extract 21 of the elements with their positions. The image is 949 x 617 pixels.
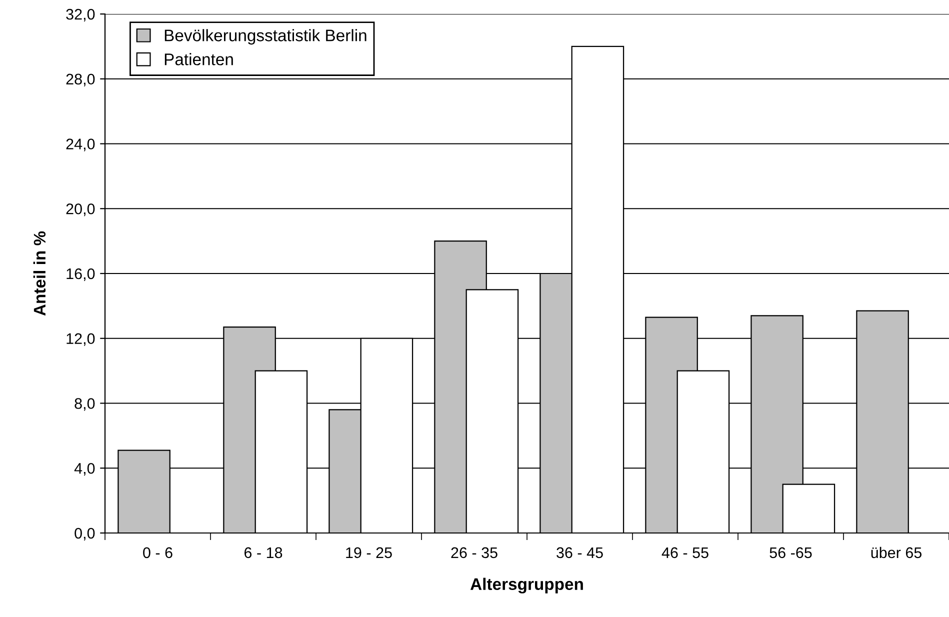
y-tick-label: 12,0 bbox=[66, 333, 95, 346]
y-tick-label: 8,0 bbox=[74, 398, 95, 411]
y-axis-title: Anteil in % bbox=[33, 231, 46, 316]
y-tick-label: 24,0 bbox=[66, 138, 95, 152]
x-tick-label: 36 - 45 bbox=[556, 547, 603, 558]
y-tick-label: 0,0 bbox=[74, 528, 95, 540]
x-axis-title: Altersgruppen bbox=[470, 578, 583, 594]
x-tick-label: 0 - 6 bbox=[143, 547, 172, 558]
x-tick-label: 26 - 35 bbox=[451, 547, 498, 558]
x-tick-label: 19 - 25 bbox=[346, 547, 392, 558]
x-tick-label: 56 -65 bbox=[770, 547, 812, 558]
y-tick-label: 16,0 bbox=[66, 268, 95, 281]
x-tick-label: über 65 bbox=[871, 546, 922, 558]
y-tick-label: 4,0 bbox=[74, 462, 95, 476]
x-tick-label: 6 - 18 bbox=[244, 547, 282, 558]
x-tick-label: 46 - 55 bbox=[662, 547, 708, 558]
legend-label: Bevölkerungsstatistik Berlin bbox=[164, 29, 366, 45]
y-tick-label: 32,0 bbox=[66, 8, 95, 22]
legend-label: Patienten bbox=[164, 53, 233, 66]
y-tick-label: 28,0 bbox=[66, 74, 95, 86]
y-tick-label: 20,0 bbox=[66, 203, 95, 216]
